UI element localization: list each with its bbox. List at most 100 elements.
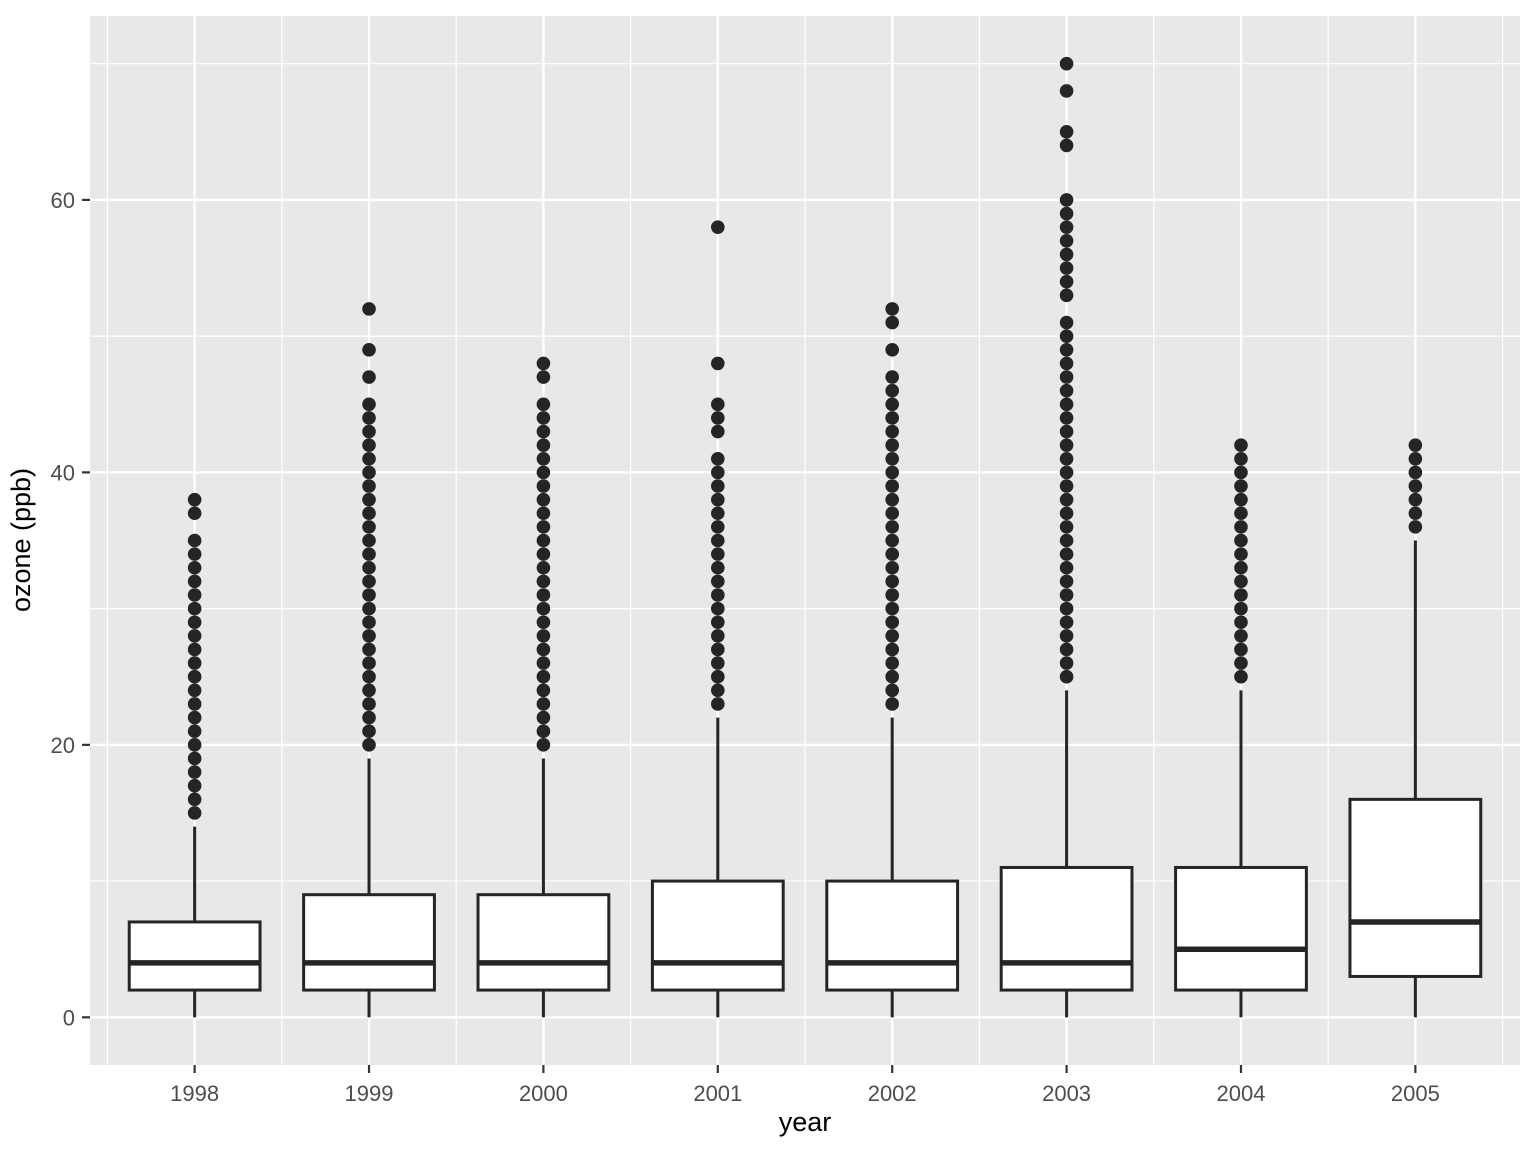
outlier-point bbox=[1234, 520, 1248, 534]
boxplot-2003 bbox=[999, 56, 1134, 1018]
outlier-point bbox=[885, 547, 899, 561]
outlier-point bbox=[536, 683, 551, 698]
outlier-point bbox=[536, 424, 551, 439]
outlier-point bbox=[536, 656, 551, 670]
iqr-box bbox=[825, 879, 960, 992]
outlier-point bbox=[1234, 574, 1248, 589]
boxplot-2000 bbox=[476, 356, 611, 1018]
outlier-point bbox=[187, 656, 202, 670]
x-tick-label: 2003 bbox=[1042, 1081, 1091, 1106]
outlier-point bbox=[885, 438, 899, 452]
outlier-point bbox=[187, 560, 202, 575]
x-tick-label: 2004 bbox=[1216, 1081, 1265, 1106]
y-tick-label: 0 bbox=[63, 1005, 75, 1030]
outlier-point bbox=[711, 424, 725, 439]
outlier-point bbox=[1234, 656, 1248, 670]
outlier-point bbox=[1234, 669, 1248, 684]
outlier-point bbox=[885, 533, 899, 548]
outlier-point bbox=[1059, 383, 1074, 398]
outlier-point bbox=[885, 574, 899, 589]
outlier-point bbox=[885, 520, 899, 534]
outlier-point bbox=[187, 574, 202, 589]
outlier-point bbox=[536, 710, 551, 725]
x-tick-label: 2005 bbox=[1391, 1081, 1440, 1106]
outlier-point bbox=[187, 601, 202, 616]
outlier-point bbox=[885, 669, 899, 684]
outlier-point bbox=[1234, 479, 1248, 493]
outlier-point bbox=[1059, 411, 1074, 425]
boxplot-2001 bbox=[650, 220, 785, 1018]
outlier-point bbox=[1234, 492, 1248, 507]
outlier-point bbox=[1059, 574, 1074, 589]
outlier-point bbox=[1059, 288, 1074, 303]
outlier-point bbox=[1408, 438, 1423, 452]
x-tick-label: 2000 bbox=[519, 1081, 568, 1106]
outlier-point bbox=[885, 601, 899, 616]
outlier-point bbox=[362, 588, 376, 602]
outlier-point bbox=[885, 315, 899, 330]
outlier-point bbox=[1059, 547, 1074, 561]
outlier-point bbox=[536, 397, 551, 412]
outlier-point bbox=[536, 629, 551, 643]
outlier-point bbox=[362, 574, 376, 589]
outlier-point bbox=[1059, 520, 1074, 534]
outlier-point bbox=[187, 738, 202, 752]
outlier-point bbox=[187, 778, 202, 793]
outlier-point bbox=[362, 397, 376, 412]
outlier-point bbox=[536, 465, 551, 480]
iqr-box bbox=[650, 879, 785, 992]
outlier-point bbox=[536, 615, 551, 630]
outlier-point bbox=[362, 656, 376, 670]
outlier-point bbox=[1408, 479, 1423, 493]
outlier-point bbox=[711, 683, 725, 698]
outlier-point bbox=[1059, 84, 1074, 98]
outlier-point bbox=[187, 629, 202, 643]
outlier-point bbox=[362, 438, 376, 452]
outlier-point bbox=[1234, 642, 1248, 657]
outlier-point bbox=[885, 397, 899, 412]
boxplot-1999 bbox=[302, 302, 436, 1018]
outlier-point bbox=[885, 424, 899, 439]
outlier-point bbox=[362, 601, 376, 616]
outlier-point bbox=[1234, 560, 1248, 575]
outlier-point bbox=[885, 683, 899, 698]
outlier-point bbox=[362, 642, 376, 657]
outlier-point bbox=[362, 738, 376, 752]
outlier-point bbox=[362, 560, 376, 575]
outlier-point bbox=[885, 383, 899, 398]
outlier-point bbox=[536, 479, 551, 493]
outlier-point bbox=[1059, 560, 1074, 575]
outlier-point bbox=[536, 642, 551, 657]
outlier-point bbox=[1234, 438, 1248, 452]
outlier-point bbox=[362, 520, 376, 534]
x-tick-label: 1998 bbox=[170, 1081, 219, 1106]
outlier-point bbox=[1059, 220, 1074, 234]
outlier-point bbox=[187, 642, 202, 657]
outlier-point bbox=[362, 465, 376, 480]
outlier-point bbox=[885, 629, 899, 643]
outlier-point bbox=[187, 588, 202, 602]
outlier-point bbox=[1234, 547, 1248, 561]
outlier-point bbox=[711, 479, 725, 493]
outlier-point bbox=[536, 601, 551, 616]
outlier-point bbox=[711, 615, 725, 630]
outlier-point bbox=[536, 520, 551, 534]
outlier-point bbox=[1059, 124, 1074, 139]
outlier-point bbox=[187, 792, 202, 807]
outlier-point bbox=[1059, 642, 1074, 657]
outlier-point bbox=[711, 697, 725, 711]
outlier-point bbox=[536, 506, 551, 521]
outlier-point bbox=[536, 492, 551, 507]
outlier-point bbox=[187, 683, 202, 698]
outlier-point bbox=[711, 588, 725, 602]
outlier-point bbox=[536, 574, 551, 589]
outlier-point bbox=[187, 765, 202, 779]
outlier-point bbox=[1059, 479, 1074, 493]
outlier-point bbox=[362, 451, 376, 466]
outlier-point bbox=[711, 451, 725, 466]
outlier-point bbox=[885, 479, 899, 493]
outlier-point bbox=[1408, 465, 1423, 480]
outlier-point bbox=[536, 356, 551, 371]
outlier-point bbox=[711, 547, 725, 561]
